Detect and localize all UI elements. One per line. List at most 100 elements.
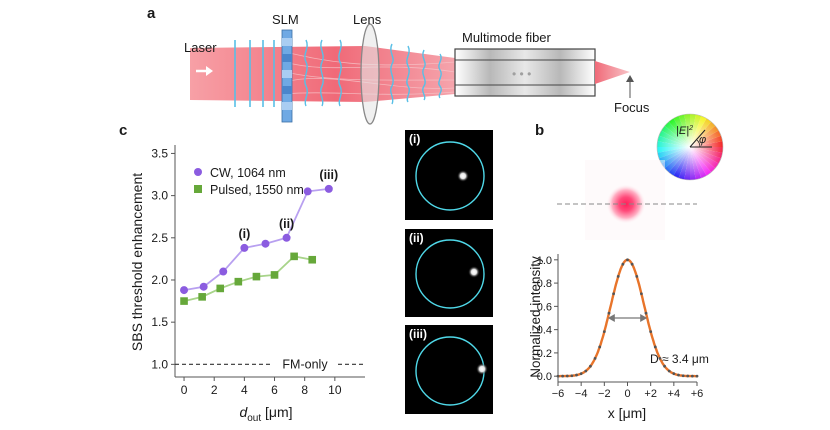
- b-measured-point: [658, 357, 662, 360]
- focus-arrow-head: [626, 75, 634, 82]
- b-measured-point: [626, 258, 629, 262]
- fiber-label: Multimode fiber: [462, 30, 552, 45]
- output-focus-cone: [595, 61, 630, 84]
- inset-i-spot: [457, 170, 469, 182]
- phase-color-wheel: |E|2 φ: [656, 113, 724, 181]
- b-xtick-label: +4: [668, 388, 681, 400]
- b-measured-point: [616, 274, 620, 278]
- b-ytick-label: 0.8: [537, 278, 552, 290]
- b-measured-point: [653, 345, 657, 349]
- b-ytick-label: 0.6: [537, 301, 552, 313]
- c-point-cw: [282, 233, 291, 242]
- b-measured-point: [672, 372, 676, 376]
- b-measured-point: [556, 374, 560, 378]
- b-xtick-label: −4: [575, 388, 588, 400]
- slm: [281, 29, 293, 123]
- b-measured-point: [575, 373, 578, 377]
- b-annotation: D ≈ 3.4 μm: [650, 352, 709, 366]
- c-series-line-0: [183, 187, 329, 291]
- c-point-cw: [261, 239, 270, 248]
- b-measured-point: [681, 374, 685, 378]
- c-ytick-label: 1.5: [151, 315, 168, 329]
- legend-cw-marker: [194, 168, 202, 176]
- panel-a: a SLM: [147, 5, 650, 125]
- c-legend: CW, 1064 nm Pulsed, 1550 nm: [194, 166, 304, 197]
- b-measured-point: [686, 374, 690, 378]
- b-ytick-label: 0.2: [537, 348, 552, 360]
- laser-arrow-head: [206, 66, 213, 76]
- c-ytick-label: 3.5: [151, 146, 168, 160]
- laser-label: Laser: [184, 40, 217, 55]
- inset-ii: (ii): [405, 229, 493, 317]
- b-measured-point: [598, 345, 602, 349]
- c-ytick-label: 2.0: [151, 273, 168, 287]
- inset-i-label: (i): [409, 132, 420, 146]
- panel-b-label: b: [535, 122, 544, 139]
- panel-a-label: a: [147, 5, 156, 22]
- b-xtick-label: 0: [624, 388, 630, 400]
- legend-pulsed-label: Pulsed, 1550 nm: [210, 183, 304, 197]
- c-xtick-label: 0: [181, 383, 188, 397]
- b-measured-point: [612, 292, 615, 296]
- b-measured-point: [635, 274, 639, 278]
- c-xtick-label: 4: [241, 383, 248, 397]
- b-measured-point: [602, 330, 606, 333]
- b-xtick-label: +2: [644, 388, 657, 400]
- b-measured-point: [593, 357, 597, 360]
- inset-ii-spot: [468, 266, 480, 278]
- b-measured-point: [644, 311, 648, 315]
- b-measured-point: [621, 262, 625, 266]
- b-measured-point: [607, 311, 611, 315]
- c-xtick-label: 2: [211, 383, 218, 397]
- c-point-cw: [240, 243, 249, 252]
- b-fwhm-arrowhead-left: [607, 314, 615, 322]
- slm-label: SLM: [272, 12, 299, 27]
- c-annotation: (iii): [319, 168, 338, 182]
- panel-b-axes: 0.0 0.2 0.4 0.6 0.8 1.0 −6 −4 −2 0 +2 +4 +6: [537, 254, 704, 400]
- inset-i: (i): [405, 130, 493, 220]
- c-point-pulsed: [308, 255, 317, 264]
- c-xtick-label: 6: [271, 383, 278, 397]
- inset-iii-spot: [476, 363, 488, 375]
- c-reference-label: FM-only: [282, 357, 328, 371]
- wheel-phase: φ: [699, 134, 706, 146]
- c-ytick-label: 3.0: [151, 189, 168, 203]
- b-measured-point: [561, 374, 565, 378]
- c-point-pulsed: [198, 293, 206, 301]
- inset-iii-label: (iii): [409, 327, 427, 341]
- c-xlabel-main: d: [239, 404, 248, 420]
- c-xlabel: dout [μm]: [239, 404, 292, 424]
- b-xlabel: x [μm]: [608, 405, 646, 421]
- b-ylabel: Normalized intensity: [528, 256, 543, 378]
- c-point-cw: [219, 267, 228, 276]
- b-measured-point: [570, 374, 574, 378]
- c-point-pulsed: [180, 297, 188, 305]
- focus-label: Focus: [614, 100, 650, 115]
- b-measured-point: [690, 374, 694, 378]
- c-xlabel-unit: [μm]: [261, 404, 292, 420]
- c-point-cw: [303, 187, 312, 196]
- b-xtick-label: −2: [598, 388, 611, 400]
- fiber-dots: • • •: [512, 67, 531, 81]
- c-point-pulsed: [216, 284, 225, 293]
- c-point-pulsed: [270, 271, 279, 279]
- b-measured-point: [640, 292, 643, 296]
- c-annotation: (ii): [279, 217, 294, 231]
- c-ylabel: SBS threshold enhancement: [129, 173, 145, 351]
- c-xlabel-sub: out: [247, 413, 261, 424]
- c-xtick-label: 8: [301, 383, 308, 397]
- b-xtick-label: +6: [691, 388, 704, 400]
- legend-pulsed-marker: [194, 185, 202, 193]
- b-measured-point: [663, 364, 666, 368]
- c-point-pulsed: [252, 272, 261, 281]
- c-ytick-label: 1.0: [151, 357, 168, 371]
- wheel-label: |E|2: [676, 125, 693, 137]
- panel-b: b |E|2 φ 0.0 0.2 0.4 0.6 0.8 1.0 −6 −4 −2 0 +2 +4 +6…: [528, 113, 724, 421]
- b-measured-point: [589, 364, 592, 368]
- lens-label: Lens: [353, 12, 382, 27]
- inset-ii-label: (ii): [409, 231, 424, 245]
- c-annotation: (i): [238, 227, 250, 241]
